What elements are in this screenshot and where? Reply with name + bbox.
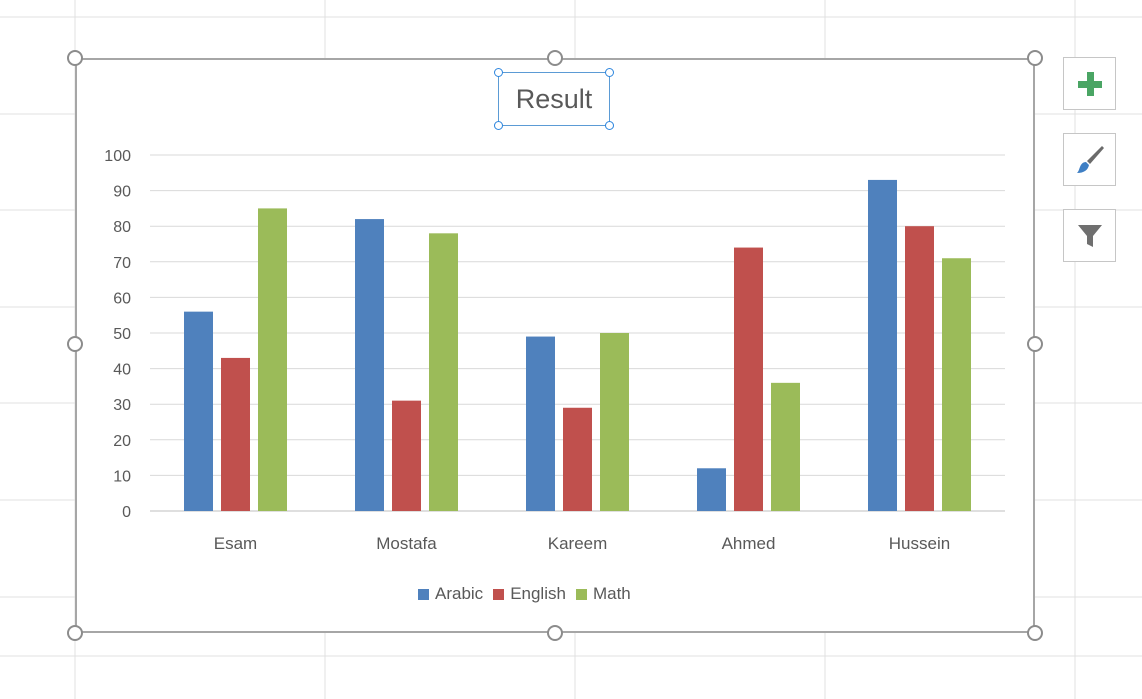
legend-item-math[interactable]: Math [575,584,631,604]
legend-swatch-arabic [418,588,429,600]
plus-icon [1077,71,1102,96]
y-tick-label: 0 [122,504,131,521]
title-resize-handle-bottom-left[interactable] [494,121,503,130]
resize-handle-middle-right[interactable] [1027,336,1043,352]
bar-english-esam[interactable] [221,357,250,511]
title-resize-handle-bottom-right[interactable] [605,121,614,130]
filter-icon [1077,224,1102,247]
legend-swatch-math [575,588,587,600]
y-tick-label: 50 [113,326,131,343]
chart-title: Result [515,83,593,114]
chart-elements-button[interactable] [1063,57,1116,110]
y-tick-label: 60 [113,290,131,307]
x-tick-label: Ahmed [722,534,776,553]
bar-arabic-kareem[interactable] [526,336,555,511]
x-tick-label: Mostafa [376,534,437,553]
title-resize-handle-top-right[interactable] [605,68,614,77]
bar-english-hussein[interactable] [905,226,934,511]
bar-math-esam[interactable] [258,208,287,511]
bar-english-mostafa[interactable] [392,400,421,511]
y-tick-label: 70 [113,255,131,272]
resize-handle-bottom-right[interactable] [1027,625,1043,641]
legend-swatch-english [493,588,505,600]
chart-legend[interactable]: Arabic English Math [418,582,631,606]
x-tick-label: Hussein [889,534,950,553]
bar-arabic-mostafa[interactable] [355,219,384,511]
bar-math-kareem[interactable] [600,333,629,511]
legend-label-math: Math [592,584,631,603]
y-tick-label: 40 [113,362,131,379]
legend-label-english: English [510,584,566,603]
resize-handle-top-right[interactable] [1027,50,1043,66]
x-tick-label: Kareem [548,534,608,553]
bar-english-ahmed[interactable] [734,247,763,511]
chart-styles-button[interactable] [1063,133,1116,186]
legend-label-arabic: Arabic [435,584,484,603]
y-tick-label: 10 [113,468,131,485]
resize-handle-middle-left[interactable] [67,336,83,352]
y-tick-label: 80 [113,219,131,236]
bar-math-mostafa[interactable] [429,233,458,511]
resize-handle-top-left[interactable] [67,50,83,66]
legend-item-arabic[interactable]: Arabic [418,584,483,604]
bar-math-ahmed[interactable] [771,382,800,511]
bar-arabic-ahmed[interactable] [697,468,726,511]
y-tick-label: 90 [113,184,131,201]
bar-arabic-esam[interactable] [184,311,213,511]
legend-item-english[interactable]: English [493,584,566,604]
bar-arabic-hussein[interactable] [868,179,897,512]
chart-filters-button[interactable] [1063,209,1116,262]
chart-title-box[interactable]: Result [498,72,610,126]
y-tick-label: 20 [113,433,131,450]
title-resize-handle-top-left[interactable] [494,68,503,77]
bar-math-hussein[interactable] [942,258,971,511]
bar-english-kareem[interactable] [563,407,592,511]
resize-handle-bottom-center[interactable] [547,625,563,641]
y-tick-label: 100 [104,148,131,165]
x-tick-label: Esam [214,534,257,553]
resize-handle-top-center[interactable] [547,50,563,66]
paintbrush-icon [1076,145,1104,173]
resize-handle-bottom-left[interactable] [67,625,83,641]
y-tick-label: 30 [113,397,131,414]
